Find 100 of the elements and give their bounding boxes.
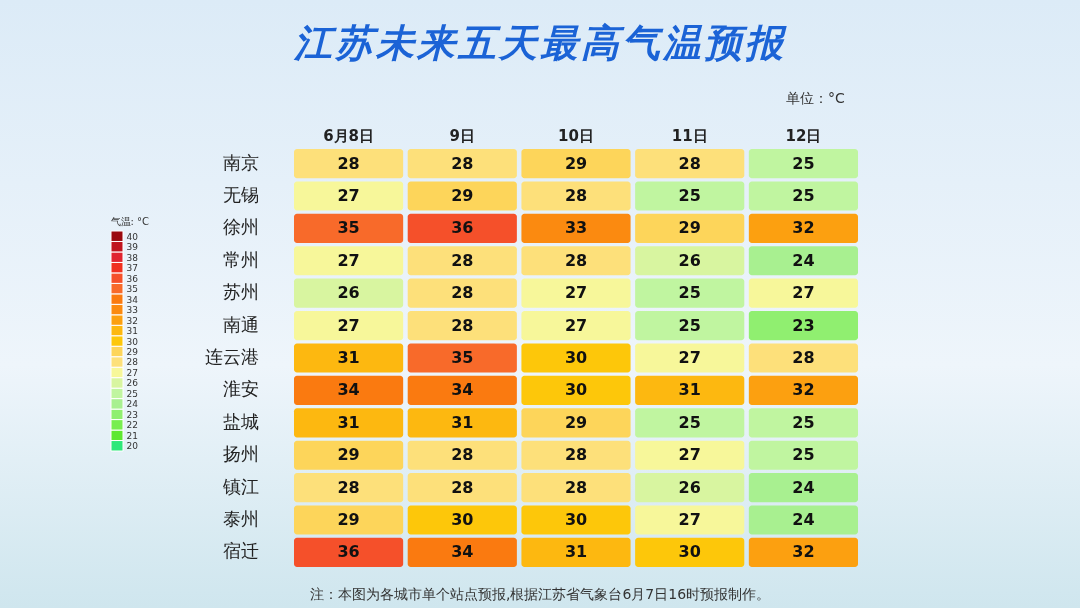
color-bar-label: 24	[126, 399, 139, 410]
data-label: 32	[792, 380, 815, 400]
y-tick-label: 淮安	[222, 378, 259, 400]
data-label: 24	[792, 477, 815, 497]
data-label: 28	[564, 477, 588, 497]
data-label: 30	[564, 510, 588, 530]
color-bar-label: 30	[126, 336, 139, 347]
data-label: 25	[792, 412, 815, 432]
color-bar-label: 25	[126, 388, 138, 399]
data-label: 27	[564, 283, 588, 303]
data-label: 27	[678, 348, 701, 367]
data-label: 29	[451, 185, 474, 205]
x-tick-label: 6月8日	[323, 126, 375, 145]
color-bar-label: 28	[126, 357, 139, 368]
data-label: 25	[678, 185, 701, 205]
data-label: 28	[451, 445, 474, 465]
y-tick-label: 镇江	[221, 475, 259, 497]
data-label: 30	[678, 542, 701, 562]
data-label: 27	[337, 315, 360, 335]
data-label: 29	[678, 218, 701, 238]
data-label: 27	[564, 315, 588, 335]
y-tick-label: 宿迁	[222, 540, 259, 562]
data-label: 31	[337, 348, 360, 367]
color-bar-label: 40	[126, 231, 139, 242]
data-label: 30	[564, 380, 588, 400]
data-label: 36	[337, 542, 360, 562]
data-label: 28	[337, 477, 360, 497]
data-label: 29	[564, 153, 588, 173]
data-label: 24	[792, 250, 815, 270]
data-label: 27	[678, 445, 701, 465]
x-tick-label: 12日	[785, 126, 822, 145]
data-label: 35	[451, 348, 474, 367]
data-label: 28	[792, 348, 815, 367]
color-bar-label: 22	[126, 420, 138, 431]
data-label: 28	[451, 153, 474, 173]
data-label: 28	[451, 477, 474, 497]
color-bar-label: 33	[126, 305, 138, 316]
x-tick-label: 10日	[558, 126, 594, 145]
y-tick-label: 扬州	[222, 443, 259, 465]
data-label: 35	[337, 218, 360, 238]
chart-title: 江苏未来五天最高气温预报	[293, 20, 788, 67]
color-bar-label: 32	[126, 315, 138, 326]
data-label: 34	[451, 380, 474, 400]
data-label: 32	[792, 542, 815, 562]
data-label: 30	[564, 348, 588, 367]
data-label: 27	[337, 250, 360, 270]
data-label: 28	[451, 250, 474, 270]
y-tick-label: 南通	[222, 313, 259, 335]
data-label: 26	[337, 283, 360, 303]
data-label: 25	[792, 153, 815, 173]
data-label: 28	[564, 250, 588, 270]
data-label: 34	[337, 380, 360, 400]
data-label: 31	[451, 412, 474, 432]
data-label: 31	[678, 380, 701, 400]
color-bar-label: 23	[126, 409, 138, 420]
data-label: 27	[337, 185, 360, 205]
y-tick-label: 泰州	[222, 508, 259, 530]
color-bar-title: 气温: °C	[110, 215, 150, 227]
data-label: 31	[337, 412, 360, 432]
color-bar-label: 27	[126, 367, 138, 378]
color-bar-label: 39	[126, 242, 139, 253]
data-label: 28	[678, 153, 701, 173]
color-bar-label: 35	[126, 284, 138, 295]
color-bar-label: 21	[126, 430, 138, 441]
text: 单位：°C	[786, 90, 845, 108]
x-tick-label: 9日	[449, 126, 476, 145]
color-bar-label: 34	[126, 294, 139, 305]
x-tick-label: 11日	[671, 126, 708, 145]
color-bar-label: 26	[126, 378, 139, 389]
data-label: 23	[792, 315, 815, 335]
y-tick-label: 南京	[222, 151, 259, 173]
data-label: 31	[564, 542, 588, 562]
y-tick-label: 苏州	[222, 281, 259, 303]
y-tick-label: 连云港	[204, 346, 259, 367]
color-bar-label: 29	[126, 346, 139, 357]
data-label: 28	[451, 283, 474, 303]
y-tick-label: 徐州	[222, 216, 259, 238]
data-label: 30	[451, 510, 474, 530]
y-tick-label: 常州	[222, 248, 259, 270]
data-label: 24	[792, 510, 815, 530]
color-bar-label: 38	[126, 252, 139, 263]
data-label: 29	[337, 445, 360, 465]
data-label: 29	[564, 412, 588, 432]
data-label: 28	[564, 445, 588, 465]
color-bar-label: 37	[126, 263, 138, 274]
data-label: 26	[678, 477, 701, 497]
data-label: 26	[678, 250, 701, 270]
data-label: 33	[564, 218, 588, 238]
text: 注：本图为各城市单个站点预报,根据江苏省气象台6月7日16时预报制作。	[308, 586, 772, 604]
color-bar-label: 36	[126, 273, 139, 284]
data-label: 27	[792, 283, 815, 303]
data-label: 25	[678, 283, 701, 303]
data-label: 36	[451, 218, 474, 238]
data-label: 28	[451, 315, 474, 335]
data-label: 25	[678, 412, 701, 432]
color-bar-label: 20	[126, 441, 139, 452]
data-label: 29	[337, 510, 360, 530]
color-bar-label: 31	[126, 326, 138, 337]
data-label: 25	[792, 445, 815, 465]
y-tick-label: 盐城	[222, 410, 259, 432]
